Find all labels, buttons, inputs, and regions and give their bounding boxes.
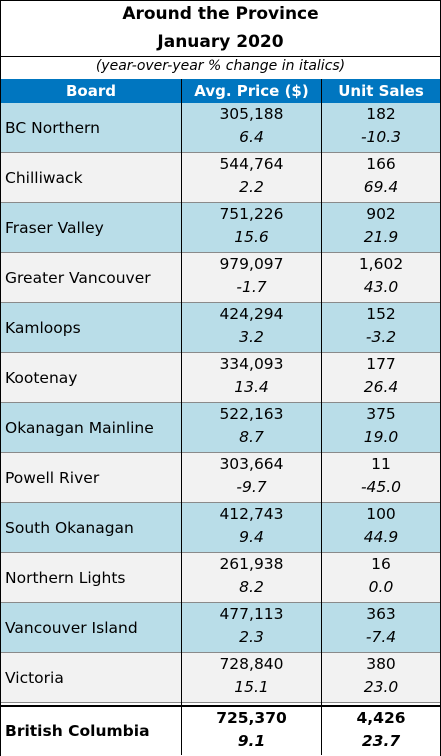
divider [1, 56, 440, 57]
header-avg-price: Avg. Price ($) [194, 82, 309, 100]
board-name: Victoria [5, 669, 64, 687]
avg-price: 522,163 [219, 405, 284, 423]
unit-sales-change: 21.9 [363, 228, 399, 246]
avg-price-change: 15.1 [234, 678, 269, 696]
unit-sales-change: -45.0 [360, 478, 402, 496]
column-divider [181, 79, 182, 755]
avg-price: 477,113 [219, 605, 284, 623]
avg-price-change: 9.4 [239, 528, 264, 546]
unit-sales: 177 [366, 355, 396, 373]
unit-sales: 380 [366, 655, 396, 673]
unit-sales-change: 43.0 [363, 278, 399, 296]
unit-sales: 182 [366, 105, 396, 123]
table-row: Fraser Valley 751,226 15.6 902 21.9 [1, 203, 440, 253]
avg-price-change: 6.4 [239, 128, 264, 146]
header-unit-sales: Unit Sales [338, 82, 424, 100]
board-name: Fraser Valley [5, 219, 104, 237]
total-units-change: 23.7 [361, 732, 401, 750]
total-price-change: 9.1 [237, 732, 266, 750]
board-name: Northern Lights [5, 569, 126, 587]
header-board: Board [66, 82, 116, 100]
unit-sales-change: 0.0 [368, 578, 394, 596]
avg-price: 412,743 [219, 505, 284, 523]
avg-price-change: 8.7 [239, 428, 264, 446]
board-name: Okanagan Mainline [5, 419, 154, 437]
unit-sales-change: 44.9 [363, 528, 399, 546]
avg-price: 303,664 [219, 455, 284, 473]
unit-sales: 375 [366, 405, 396, 423]
avg-price-change: 15.6 [234, 228, 269, 246]
unit-sales: 152 [366, 305, 396, 323]
avg-price-change: 2.2 [239, 178, 264, 196]
table-title: Around the Province [122, 4, 319, 24]
total-board: British Columbia [5, 722, 150, 740]
total-divider [1, 705, 440, 707]
unit-sales: 166 [366, 155, 396, 173]
avg-price: 261,938 [219, 555, 284, 573]
avg-price-change: 13.4 [234, 378, 269, 396]
table-row: BC Northern 305,188 6.4 182 -10.3 [1, 103, 440, 153]
table-period: January 2020 [157, 32, 284, 52]
board-name: South Okanagan [5, 519, 134, 537]
total-row: British Columbia 725,370 9.1 4,426 23.7 [1, 707, 440, 756]
avg-price-change: 2.3 [239, 628, 264, 646]
avg-price: 424,294 [219, 305, 284, 323]
total-price: 725,370 [216, 709, 287, 727]
table-row: Powell River 303,664 -9.7 11 -45.0 [1, 453, 440, 503]
total-units: 4,426 [356, 709, 406, 727]
unit-sales-change: 23.0 [363, 678, 399, 696]
table-subtitle: (year-over-year % change in italics) [95, 58, 346, 74]
table-row: Greater Vancouver 979,097 -1.7 1,602 43.0 [1, 253, 440, 303]
board-name: BC Northern [5, 119, 100, 137]
avg-price-change: -1.7 [236, 278, 267, 296]
board-name: Chilliwack [5, 169, 83, 187]
unit-sales: 11 [371, 455, 391, 473]
unit-sales: 1,602 [358, 255, 404, 273]
table-row: Okanagan Mainline 522,163 8.7 375 19.0 [1, 403, 440, 453]
table-row: Kamloops 424,294 3.2 152 -3.2 [1, 303, 440, 353]
board-name: Kamloops [5, 319, 81, 337]
table-row: Chilliwack 544,764 2.2 166 69.4 [1, 153, 440, 203]
unit-sales: 100 [366, 505, 396, 523]
board-name: Vancouver Island [5, 619, 138, 637]
unit-sales: 902 [366, 205, 396, 223]
table-row: Vancouver Island 477,113 2.3 363 -7.4 [1, 603, 440, 653]
avg-price-change: 3.2 [239, 328, 264, 346]
avg-price: 979,097 [219, 255, 284, 273]
unit-sales-change: -10.3 [360, 128, 402, 146]
unit-sales: 363 [366, 605, 396, 623]
unit-sales: 16 [371, 555, 391, 573]
table-row: Victoria 728,840 15.1 380 23.0 [1, 653, 440, 703]
avg-price: 751,226 [219, 205, 284, 223]
unit-sales-change: 69.4 [363, 178, 399, 196]
avg-price: 334,093 [219, 355, 284, 373]
table-header-row: Board Avg. Price ($) Unit Sales [1, 79, 440, 103]
avg-price: 544,764 [219, 155, 284, 173]
board-name: Kootenay [5, 369, 78, 387]
avg-price: 305,188 [219, 105, 284, 123]
table-row: Kootenay 334,093 13.4 177 26.4 [1, 353, 440, 403]
avg-price-change: -9.7 [236, 478, 267, 496]
column-divider [321, 79, 322, 755]
avg-price-change: 8.2 [239, 578, 264, 596]
avg-price: 728,840 [219, 655, 284, 673]
table-row: South Okanagan 412,743 9.4 100 44.9 [1, 503, 440, 553]
unit-sales-change: 19.0 [363, 428, 399, 446]
unit-sales-change: 26.4 [363, 378, 399, 396]
board-name: Greater Vancouver [5, 269, 151, 287]
table-row: Northern Lights 261,938 8.2 16 0.0 [1, 553, 440, 603]
unit-sales-change: -7.4 [365, 628, 397, 646]
unit-sales-change: -3.2 [365, 328, 397, 346]
board-name: Powell River [5, 469, 100, 487]
